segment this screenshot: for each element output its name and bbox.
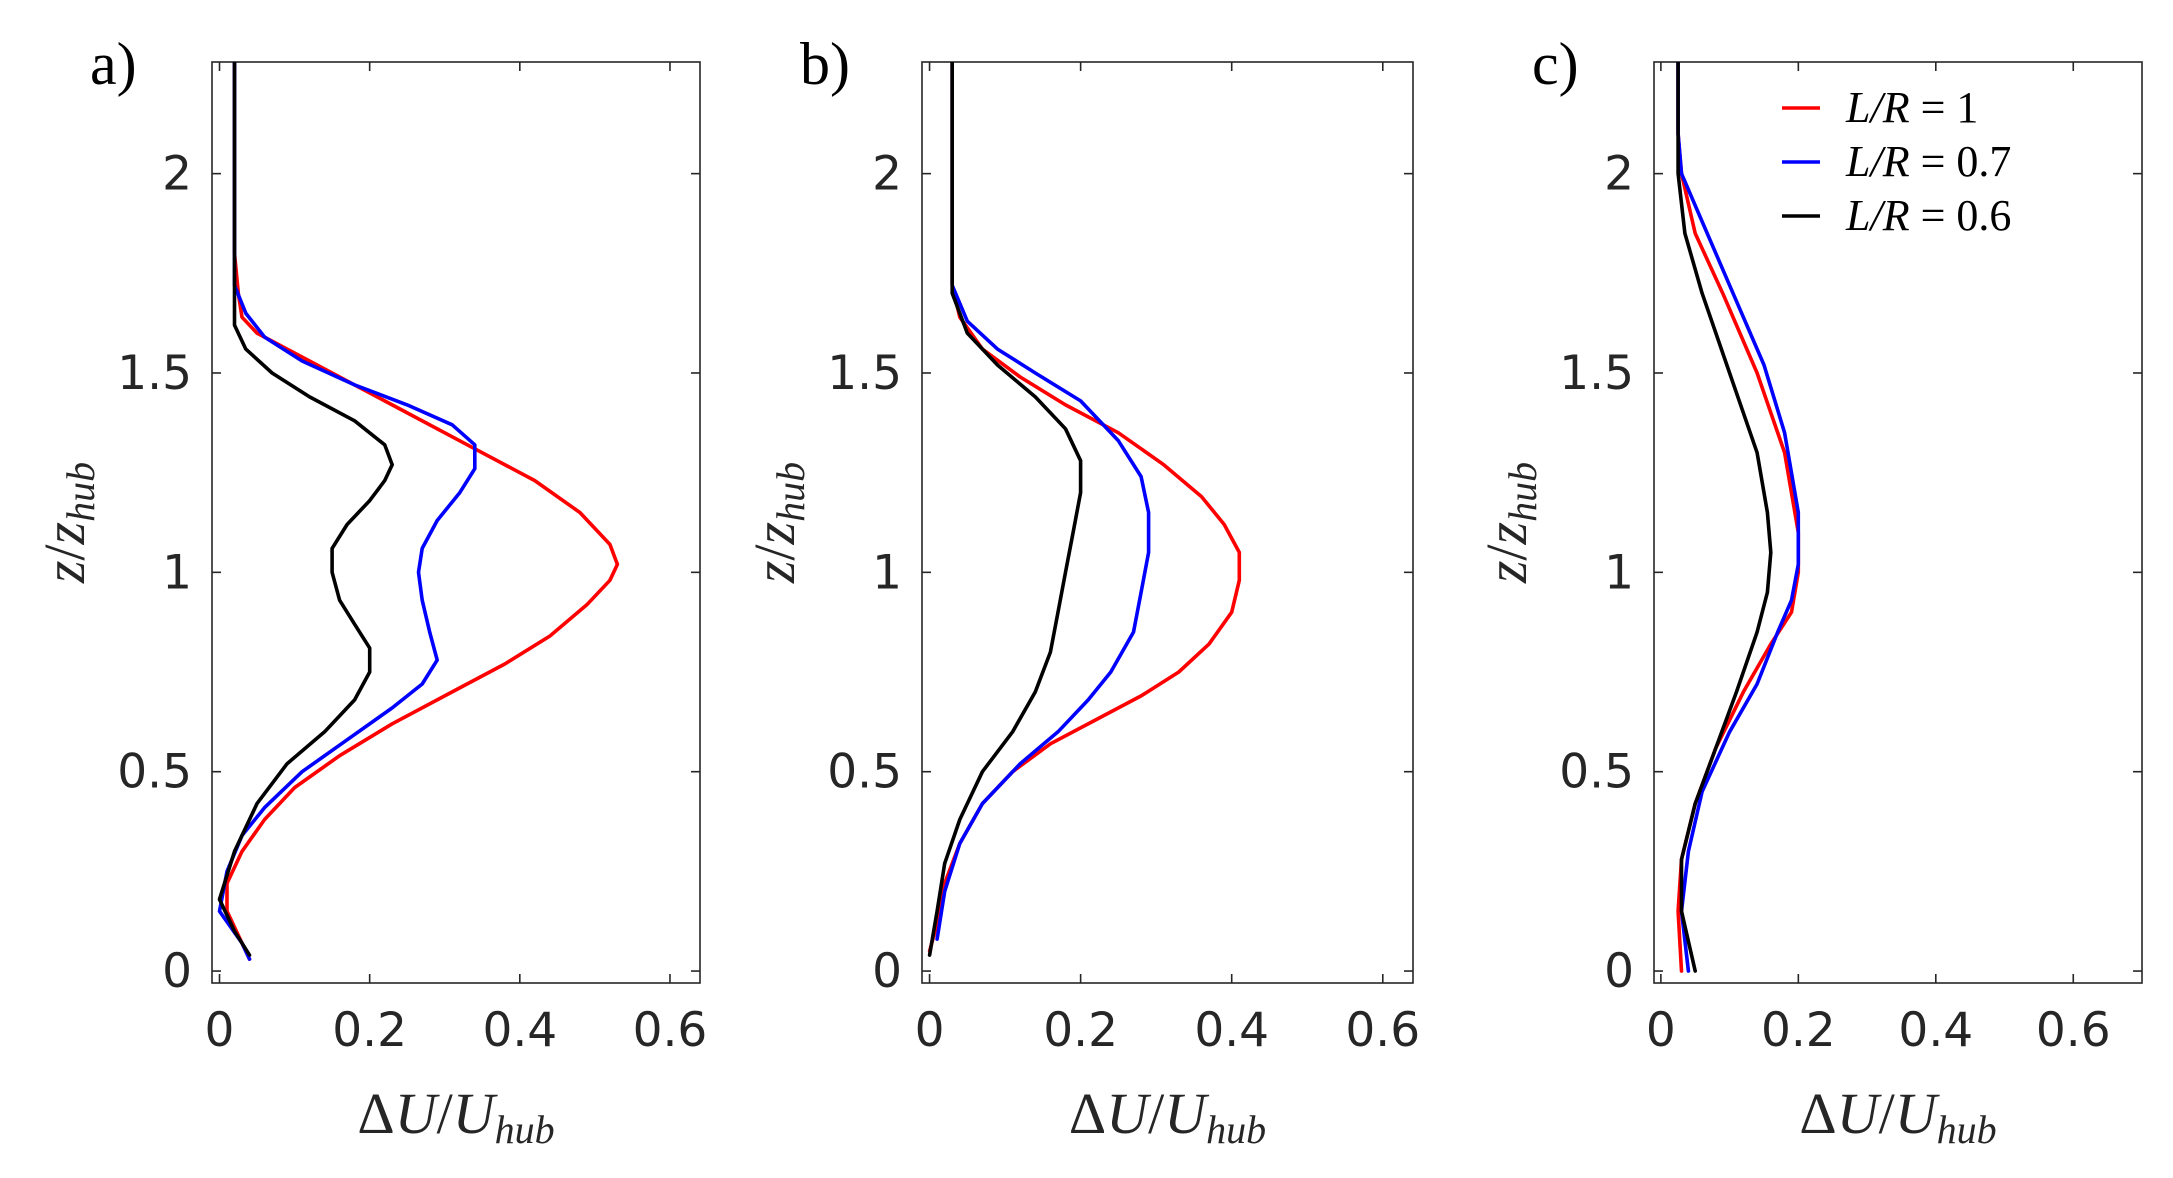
series-line-1 xyxy=(1676,62,1801,973)
x-tick-label: 0 xyxy=(915,1003,945,1058)
series-line-1 xyxy=(225,62,620,961)
x-tick-label: 0.6 xyxy=(633,1003,708,1058)
plot-frame xyxy=(211,61,701,984)
y-tick-label: 1.5 xyxy=(117,346,192,401)
series-line-2 xyxy=(217,62,477,961)
panel-1: 0 0.2 0.4 0.6 0 0.5 1 1.5 2 a) ΔU/Uhub​ z/zhub​ xyxy=(32,31,707,1152)
panel-label: b) xyxy=(800,31,850,97)
series-line-3 xyxy=(1676,62,1773,973)
panel-label: c) xyxy=(1532,31,1579,97)
y-tick-label: 0 xyxy=(162,944,192,999)
plot-frame xyxy=(1653,61,2143,984)
y-tick-label: 1.5 xyxy=(1559,346,1634,401)
x-axis-title: ΔU/Uhub​ xyxy=(357,1081,554,1152)
series-line-3 xyxy=(217,62,395,957)
y-tick-label: 1 xyxy=(1604,545,1634,600)
x-tick-label: 0.2 xyxy=(1043,1003,1118,1058)
x-tick-label: 0.6 xyxy=(1345,1003,1420,1058)
y-tick-label: 0.5 xyxy=(117,745,192,800)
y-tick-label: 1.5 xyxy=(827,346,902,401)
y-axis-title: z/zhub​ xyxy=(742,462,813,584)
x-axis-title: ΔU/Uhub​ xyxy=(1799,1081,1996,1152)
x-tick-label: 0 xyxy=(1646,1003,1676,1058)
series-line-2 xyxy=(1676,62,1801,973)
x-tick-label: 0 xyxy=(205,1003,235,1058)
plot-frame xyxy=(921,61,1414,984)
legend-label: L/R = 1 xyxy=(1845,83,1978,132)
legend-label: L/R = 0.6 xyxy=(1845,191,2011,240)
panel-2: 0 0.2 0.4 0.6 0 0.5 1 1.5 2 b) ΔU/Uhub​ z/zhub​ xyxy=(742,31,1420,1152)
legend-label: L/R = 0.7 xyxy=(1845,137,2011,186)
y-tick-label: 2 xyxy=(162,147,192,202)
y-tick-label: 2 xyxy=(1604,147,1634,202)
series-line-2 xyxy=(935,62,1151,941)
x-tick-label: 0.2 xyxy=(332,1003,407,1058)
x-tick-label: 0.2 xyxy=(1761,1003,1836,1058)
x-tick-label: 0.4 xyxy=(1898,1003,1973,1058)
legend: L/R = 1 L/R = 0.7 L/R = 0.6 xyxy=(1782,83,2011,240)
series-line-3 xyxy=(927,62,1083,957)
y-tick-label: 1 xyxy=(162,545,192,600)
y-axis-title: z/zhub​ xyxy=(32,462,103,584)
x-tick-label: 0.4 xyxy=(1194,1003,1269,1058)
y-tick-label: 0.5 xyxy=(1559,745,1634,800)
x-axis-title: ΔU/Uhub​ xyxy=(1069,1081,1266,1152)
x-tick-label: 0.4 xyxy=(482,1003,557,1058)
y-tick-label: 1 xyxy=(872,545,902,600)
y-tick-label: 0.5 xyxy=(827,745,902,800)
y-axis-title: z/zhub​ xyxy=(1474,462,1545,584)
x-tick-label: 0.6 xyxy=(2036,1003,2111,1058)
panel-3: 0 0.2 0.4 0.6 0 0.5 1 1.5 2 c) ΔU/Uhub​ z/zhub​ L/R … xyxy=(1474,31,2143,1152)
y-tick-label: 0 xyxy=(872,944,902,999)
panel-label: a) xyxy=(90,31,137,97)
y-tick-label: 0 xyxy=(1604,944,1634,999)
y-tick-label: 2 xyxy=(872,147,902,202)
